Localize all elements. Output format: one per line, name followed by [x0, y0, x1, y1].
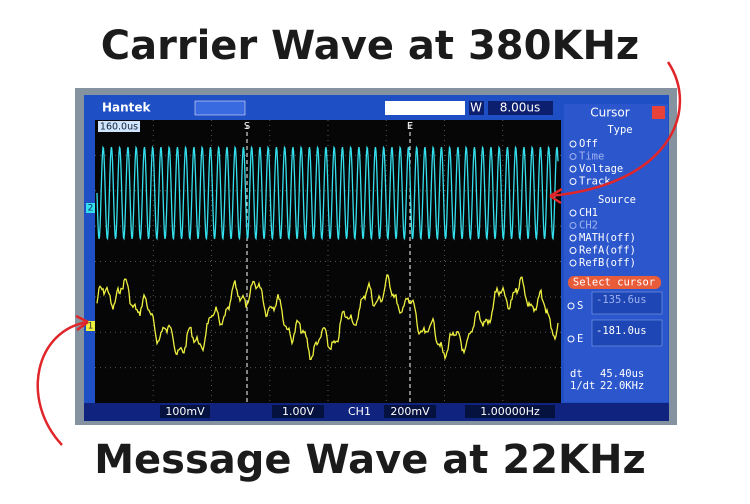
- carrier-arrow: [549, 61, 682, 198]
- brand: Hantek: [102, 101, 152, 115]
- radio[interactable]: [569, 165, 577, 173]
- timebase: 8.00us: [500, 101, 541, 115]
- ch2-marker-box: [86, 203, 95, 213]
- carrier-wave: [96, 145, 559, 241]
- ch2-scale-box: [272, 405, 324, 418]
- memory-bar: [385, 101, 465, 115]
- trigger-level-box: [384, 405, 436, 418]
- ch1-marker: 1: [88, 322, 94, 332]
- frequency-box: [465, 405, 555, 418]
- radio[interactable]: [569, 234, 577, 242]
- option-label: CH1: [579, 207, 598, 219]
- dt-label: dt: [570, 368, 583, 380]
- ch1-scale-box: [160, 405, 210, 418]
- mode-box: [469, 101, 484, 115]
- ch1-marker-box: [86, 321, 95, 331]
- timebase-box: [488, 101, 553, 115]
- toolbar-icons: [194, 100, 246, 116]
- top-caption: Carrier Wave at 380KHz: [101, 23, 639, 69]
- radio[interactable]: [569, 178, 577, 185]
- trigger-level: 200mV: [390, 405, 430, 418]
- close-button[interactable]: [652, 106, 665, 119]
- option-label: Off: [579, 138, 598, 150]
- option-label: Voltage: [579, 163, 623, 175]
- trigger-position: 160.0us: [100, 122, 138, 133]
- radio[interactable]: [569, 140, 577, 148]
- cursor-panel: [564, 104, 668, 402]
- e-radio[interactable]: [567, 335, 575, 343]
- option-label: Time: [579, 151, 604, 163]
- frequency: 1.00000Hz: [480, 405, 540, 418]
- dt-value: 45.40us: [600, 368, 644, 380]
- s-radio[interactable]: [567, 302, 575, 310]
- cursor-marker-s: S: [244, 121, 250, 132]
- option-label: CH2: [579, 220, 598, 232]
- cursor-marker-e: E: [407, 121, 413, 132]
- source-heading: Source: [598, 194, 636, 206]
- trigger-source: CH1: [348, 405, 371, 418]
- radio[interactable]: [569, 153, 577, 160]
- ch2-marker: 2: [88, 204, 94, 214]
- radio[interactable]: [569, 222, 577, 229]
- e-label: E: [577, 333, 583, 345]
- ch1-scale: 100mV: [165, 405, 205, 418]
- e-value: -181.0us: [596, 325, 647, 337]
- radio[interactable]: [569, 259, 577, 267]
- carrier-arrowhead: [549, 187, 563, 205]
- message-arrow: [36, 320, 89, 446]
- message-arrowhead: [75, 314, 89, 332]
- radio[interactable]: [569, 247, 577, 254]
- option-label: RefB(off): [579, 257, 636, 269]
- bottom-caption: Message Wave at 22KHz: [94, 437, 646, 483]
- panel-title: Cursor: [590, 106, 630, 120]
- option-label: RefA(off): [579, 245, 636, 257]
- radio[interactable]: [569, 209, 577, 217]
- ch2-scale: 1.00V: [282, 405, 314, 418]
- message-wave: [96, 274, 559, 361]
- inv-dt-value: 22.0KHz: [600, 380, 644, 392]
- trigger-pos-box: [98, 121, 140, 132]
- inv-dt-label: 1/dt: [570, 380, 595, 392]
- s-value-box: [591, 291, 663, 315]
- select-cursor-label: Select cursor: [573, 277, 655, 289]
- option-label: Track: [579, 176, 611, 188]
- select-cursor-button[interactable]: [568, 276, 661, 289]
- option-label: MATH(off): [579, 232, 636, 244]
- mode: W: [470, 101, 482, 115]
- type-heading: Type: [607, 124, 632, 136]
- e-value-box: [591, 319, 663, 347]
- s-label: S: [577, 300, 583, 312]
- s-value: -135.6us: [596, 294, 647, 306]
